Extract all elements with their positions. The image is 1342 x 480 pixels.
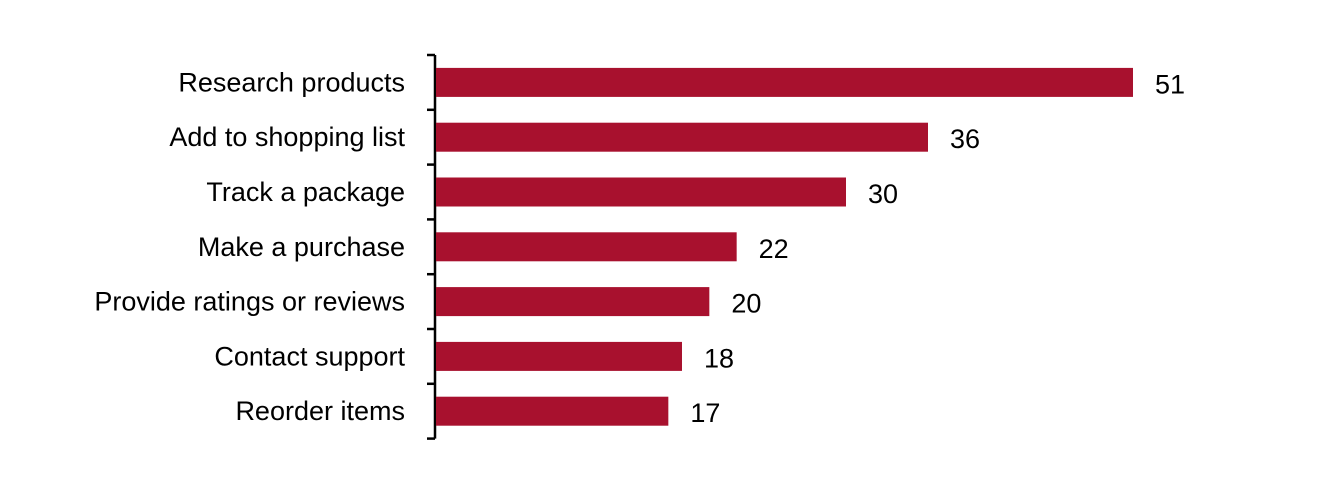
value-label: 18 xyxy=(704,343,734,373)
category-label: Track a package xyxy=(206,177,405,207)
bar xyxy=(436,396,669,426)
value-label: 30 xyxy=(868,179,898,209)
value-label: 17 xyxy=(690,398,720,428)
value-label: 51 xyxy=(1155,69,1185,99)
category-label: Contact support xyxy=(214,341,405,371)
category-labels: Research products Add to shopping list Tra… xyxy=(94,67,405,426)
category-label: Make a purchase xyxy=(198,232,405,262)
bar xyxy=(436,287,710,317)
bars xyxy=(436,67,1133,426)
bar xyxy=(436,122,928,152)
value-label: 22 xyxy=(759,234,789,264)
bar xyxy=(436,67,1133,97)
value-labels: 51 36 30 22 20 18 17 xyxy=(690,69,1185,428)
bar xyxy=(436,232,737,262)
value-label: 20 xyxy=(731,289,761,319)
category-label: Add to shopping list xyxy=(169,122,405,152)
category-label: Reorder items xyxy=(235,396,405,426)
category-label: Research products xyxy=(178,67,405,97)
category-label: Provide ratings or reviews xyxy=(94,287,405,317)
bar xyxy=(436,341,682,371)
value-label: 36 xyxy=(950,124,980,154)
bar xyxy=(436,177,846,207)
y-axis xyxy=(427,53,437,440)
